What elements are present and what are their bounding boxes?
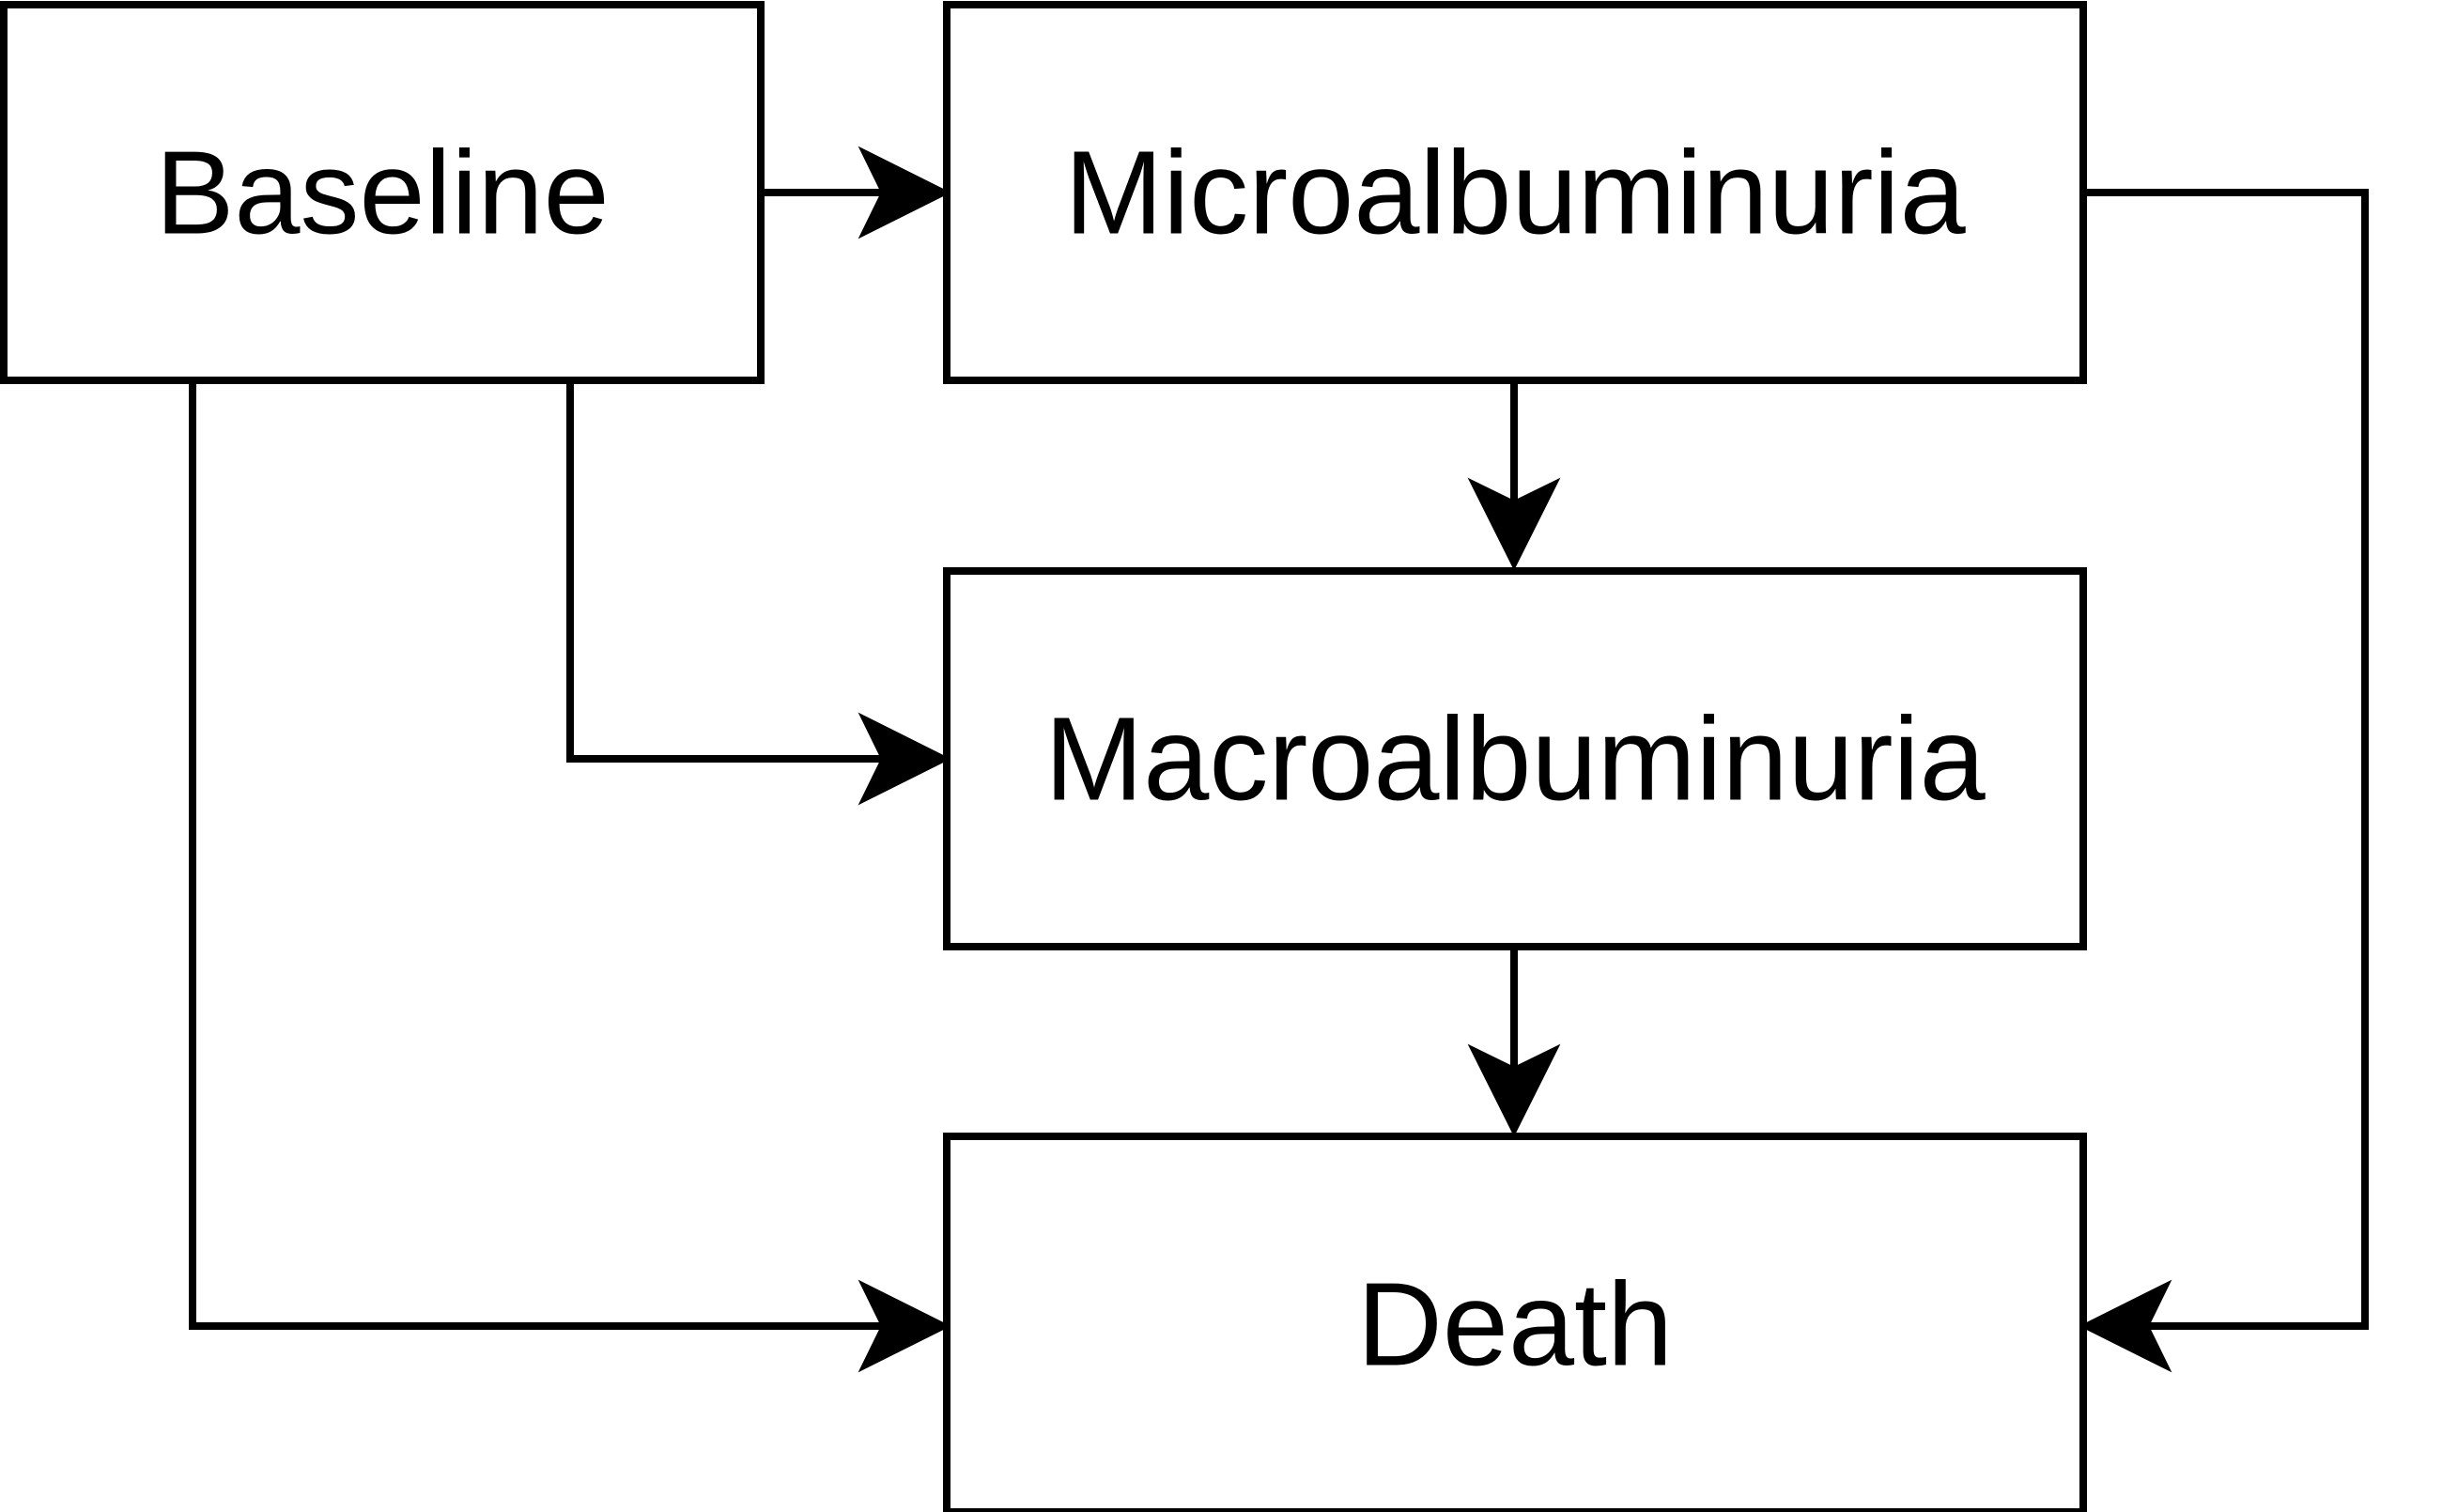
state-box: [943, 1, 2087, 384]
transitions: [189, 146, 2369, 1373]
arrowhead-icon: [2079, 1279, 2172, 1373]
edge-baseline-to-macroalbuminuria: [566, 380, 951, 806]
state-box: [943, 1133, 2087, 1512]
edge-baseline-to-death: [189, 380, 951, 1373]
arrowhead-icon: [858, 712, 951, 806]
state-label: Macroalbuminuria: [1044, 693, 1986, 825]
arrowhead-icon: [1467, 477, 1561, 571]
edge-line: [189, 380, 902, 1330]
state-death: Death: [943, 1133, 2087, 1512]
edge-baseline-to-microalbuminuria: [761, 146, 951, 239]
state-label: Death: [1357, 1258, 1673, 1391]
edge-macroalbuminuria-to-death: [1467, 947, 1561, 1137]
arrowhead-icon: [858, 146, 951, 239]
arrowhead-icon: [1467, 1043, 1561, 1137]
state-macroalbuminuria: Macroalbuminuria: [943, 567, 2087, 950]
state-baseline: Baseline: [0, 1, 765, 384]
state-label: Baseline: [155, 127, 609, 259]
edge-line: [2083, 189, 2369, 1330]
arrowhead-icon: [858, 1279, 951, 1373]
edge-microalbuminuria-to-macroalbuminuria: [1467, 380, 1561, 571]
state-box: [943, 567, 2087, 950]
state-label: Microalbuminuria: [1064, 127, 1966, 259]
state-box: [0, 1, 765, 384]
state-microalbuminuria: Microalbuminuria: [943, 1, 2087, 384]
edge-line: [566, 380, 902, 763]
edge-microalbuminuria-to-death: [2079, 189, 2369, 1373]
